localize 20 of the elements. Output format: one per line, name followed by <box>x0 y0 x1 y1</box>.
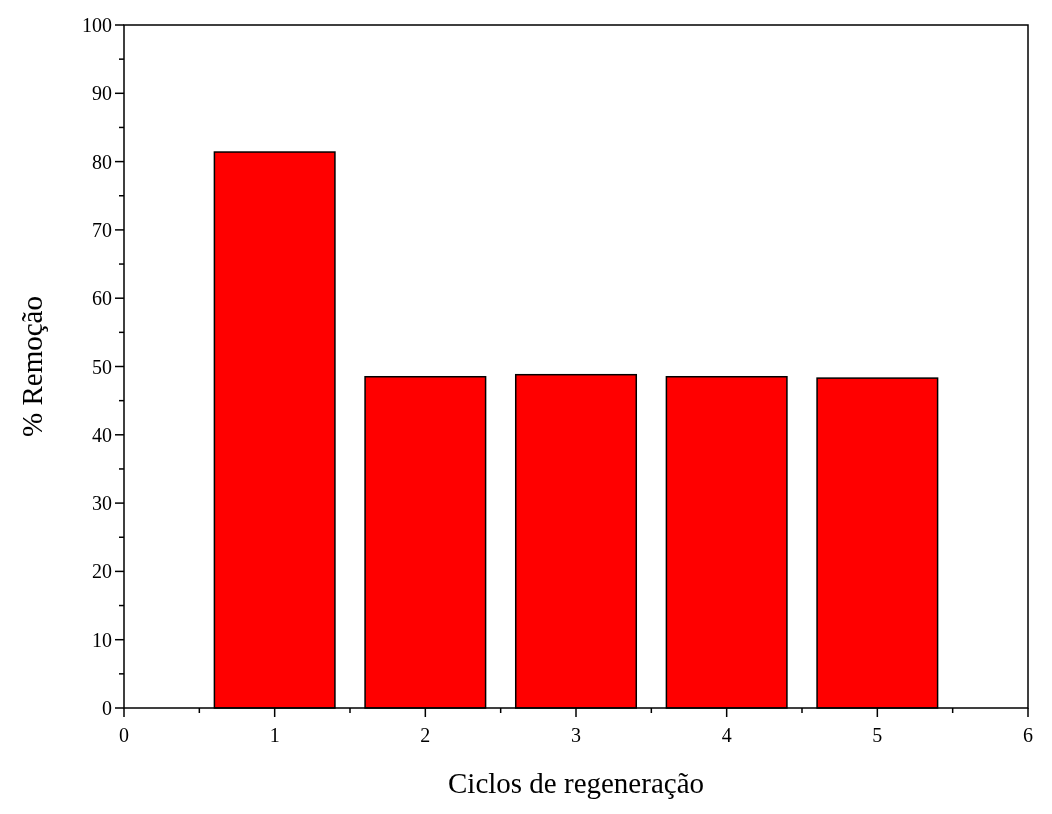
y-tick-label: 0 <box>102 697 112 719</box>
x-tick-label: 1 <box>269 724 280 746</box>
x-tick-label: 5 <box>872 724 883 746</box>
x-tick-label: 0 <box>119 724 129 746</box>
y-axis-title: % Remoção <box>16 296 48 437</box>
y-tick-label: 90 <box>92 82 112 105</box>
x-tick-label: 4 <box>721 724 732 746</box>
y-tick-label: 100 <box>82 14 112 36</box>
y-tick-label: 80 <box>92 150 112 173</box>
y-tick-label: 40 <box>92 423 112 446</box>
y-tick-label: 50 <box>92 355 112 378</box>
y-tick-label: 60 <box>92 287 112 310</box>
y-tick-label: 30 <box>92 492 112 515</box>
x-tick-label: 6 <box>1023 724 1033 746</box>
y-tick-label: 20 <box>92 560 112 583</box>
x-tick-label: 3 <box>571 724 581 746</box>
x-axis-title: Ciclos de regeneração <box>447 767 705 799</box>
y-tick-label: 10 <box>92 628 112 651</box>
x-tick-label: 2 <box>420 724 431 746</box>
y-tick-label: 70 <box>92 218 112 241</box>
